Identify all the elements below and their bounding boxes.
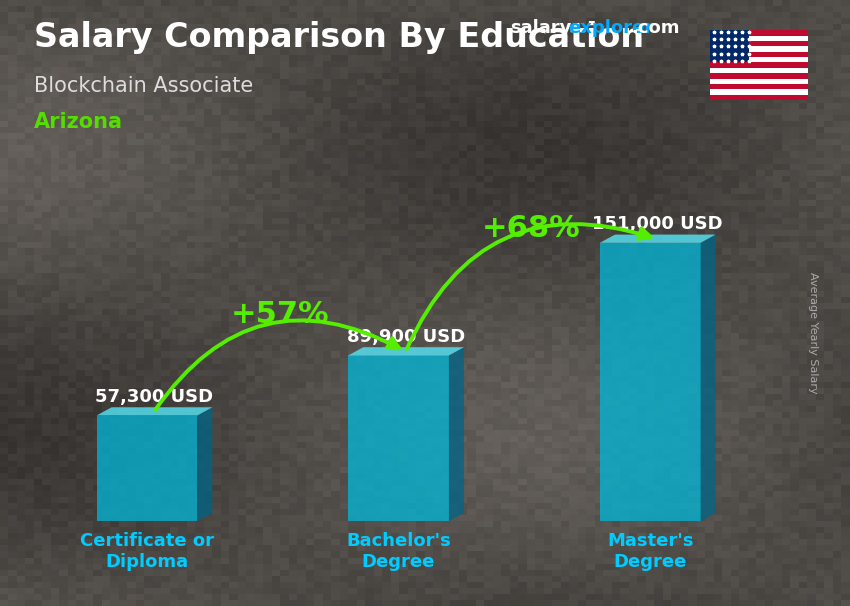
Bar [710, 95, 808, 100]
Text: explorer: explorer [568, 19, 653, 38]
Bar [97, 416, 197, 521]
Text: .com: .com [632, 19, 680, 38]
Bar [348, 356, 449, 521]
Polygon shape [449, 347, 464, 521]
Bar [710, 36, 808, 41]
Bar [710, 30, 808, 36]
Bar [710, 89, 808, 95]
Bar [710, 57, 808, 62]
Bar [710, 30, 749, 62]
Bar [710, 41, 808, 47]
Text: 57,300 USD: 57,300 USD [95, 388, 213, 406]
Text: 89,900 USD: 89,900 USD [347, 328, 465, 346]
Bar [710, 73, 808, 79]
Bar [710, 62, 808, 68]
Polygon shape [348, 347, 464, 356]
Text: +57%: +57% [230, 300, 329, 329]
Text: Arizona: Arizona [34, 112, 123, 132]
Polygon shape [97, 407, 212, 416]
Bar [710, 68, 808, 73]
Text: +68%: +68% [482, 214, 581, 242]
Bar [600, 243, 700, 521]
Bar [710, 84, 808, 89]
Text: Average Yearly Salary: Average Yearly Salary [808, 273, 818, 394]
Bar [710, 52, 808, 57]
Polygon shape [600, 235, 716, 243]
Text: Salary Comparison By Education: Salary Comparison By Education [34, 21, 644, 54]
Polygon shape [197, 407, 212, 521]
Text: 151,000 USD: 151,000 USD [592, 216, 723, 233]
Bar [710, 79, 808, 84]
Text: Blockchain Associate: Blockchain Associate [34, 76, 253, 96]
Bar [710, 47, 808, 52]
Polygon shape [700, 235, 716, 521]
Text: salary: salary [510, 19, 571, 38]
